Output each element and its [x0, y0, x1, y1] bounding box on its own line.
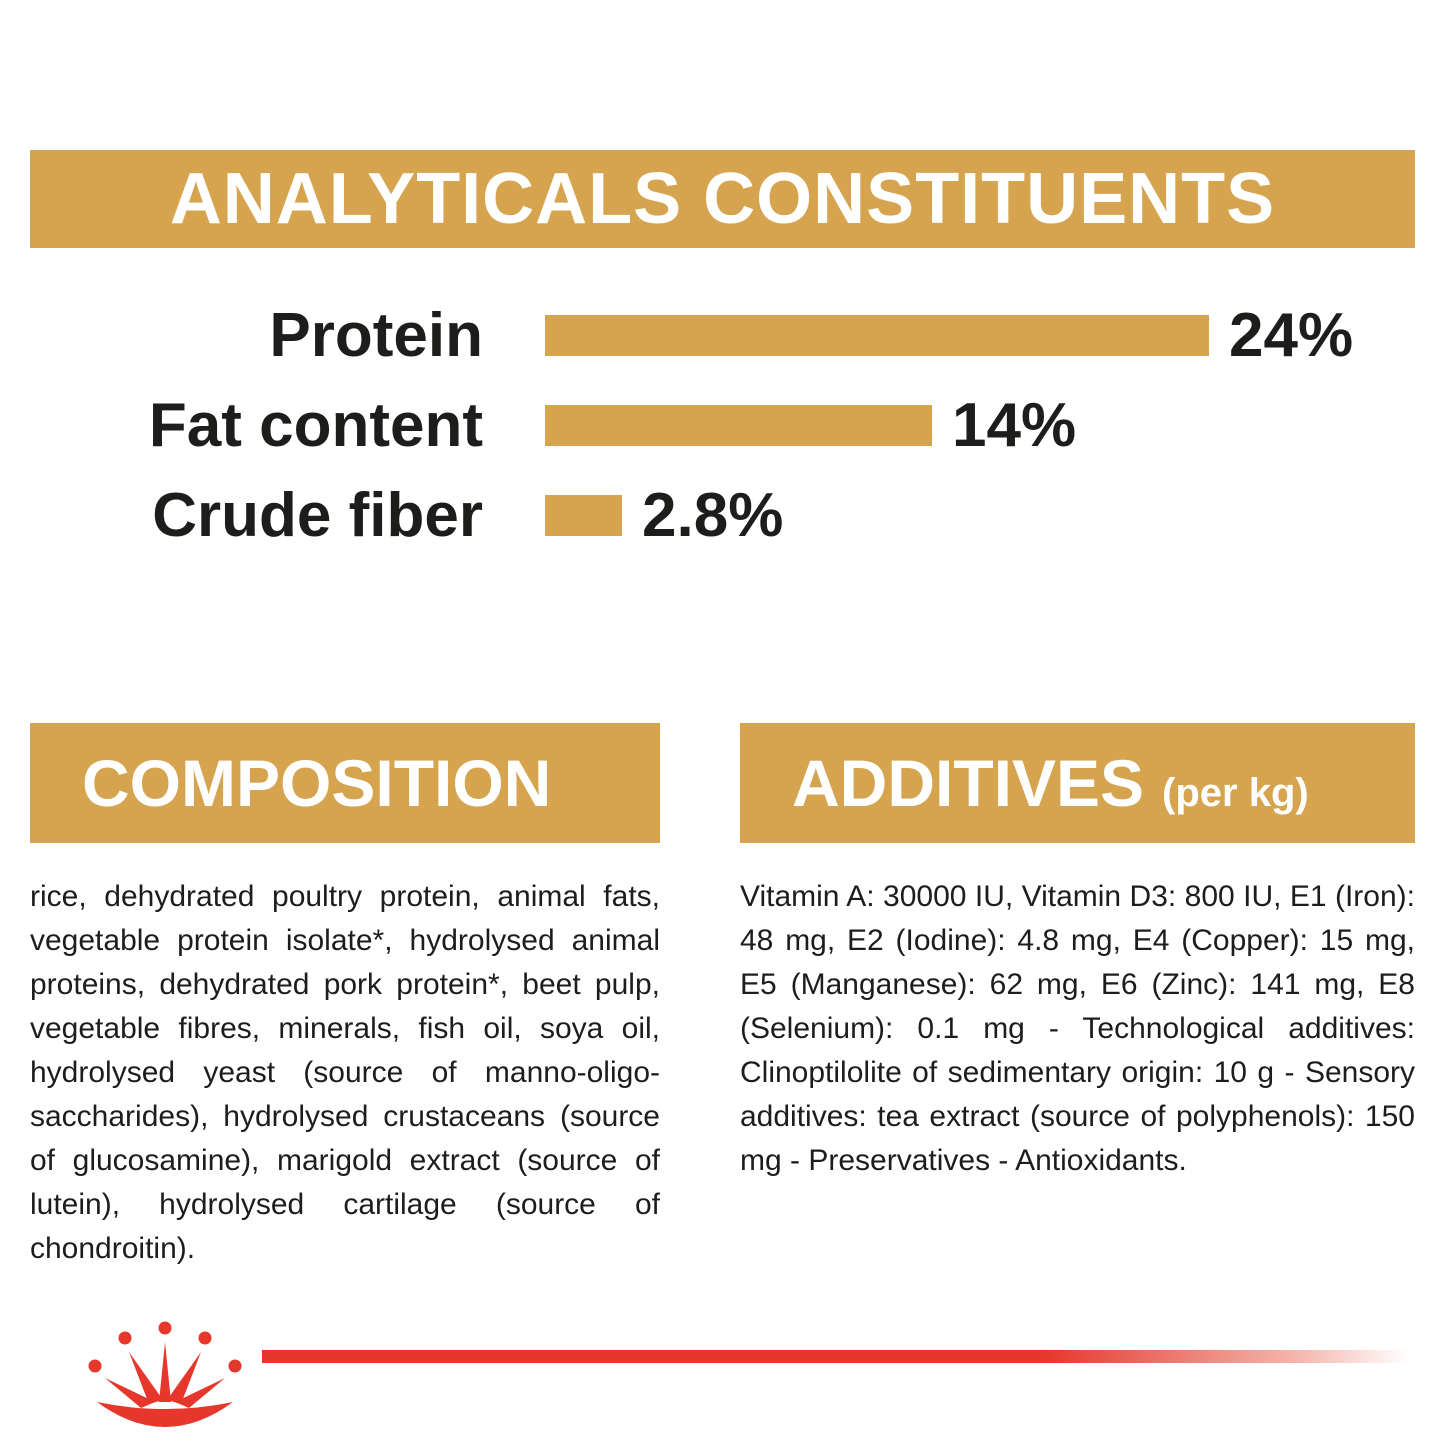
chart-row-value: 14%: [952, 390, 1077, 460]
chart-bar-area: 14%: [545, 390, 1445, 461]
analyticals-title: ANALYTICALS CONSTITUENTS: [169, 159, 1276, 239]
additives-banner: ADDITIVES (per kg): [740, 723, 1415, 843]
chart-row-value: 24%: [1229, 300, 1354, 370]
additives-title-suffix: (per kg): [1162, 771, 1309, 815]
info-columns: COMPOSITION rice, dehydrated poultry pro…: [30, 723, 1415, 1271]
chart-bar-area: 2.8%: [545, 480, 1445, 551]
chart-row-label: Fat content: [148, 390, 483, 460]
composition-title: COMPOSITION: [82, 746, 552, 820]
chart-row-label: Protein: [269, 300, 483, 370]
additives-title: ADDITIVES: [792, 746, 1145, 820]
composition-section: COMPOSITION rice, dehydrated poultry pro…: [30, 723, 660, 1271]
fiber-bar: [545, 494, 622, 536]
fat-bar: [545, 404, 932, 446]
composition-body: rice, dehydrated poultry protein, animal…: [30, 880, 660, 1265]
royal-canin-crown-logo: [88, 1321, 242, 1427]
analyticals-banner: ANALYTICALS CONSTITUENTS: [30, 150, 1415, 248]
chart-row-value: 2.8%: [642, 480, 784, 550]
analyticals-chart: Protein 24% Fat content 14% Crude fiber …: [0, 290, 1445, 560]
additives-body: Vitamin A: 30000 IU, Vitamin D3: 800 IU,…: [740, 880, 1415, 1177]
chart-row-label: Crude fiber: [152, 480, 483, 550]
additives-section: ADDITIVES (per kg) Vitamin A: 30000 IU, …: [740, 723, 1415, 1271]
brand-divider-line: [262, 1350, 1445, 1363]
composition-banner: COMPOSITION: [30, 723, 660, 843]
chart-bar-area: 24%: [545, 300, 1445, 371]
protein-bar: [545, 314, 1209, 356]
chart-row-fat: Fat content 14%: [0, 380, 1445, 470]
chart-row-protein: Protein 24%: [0, 290, 1445, 380]
chart-row-fiber: Crude fiber 2.8%: [0, 470, 1445, 560]
